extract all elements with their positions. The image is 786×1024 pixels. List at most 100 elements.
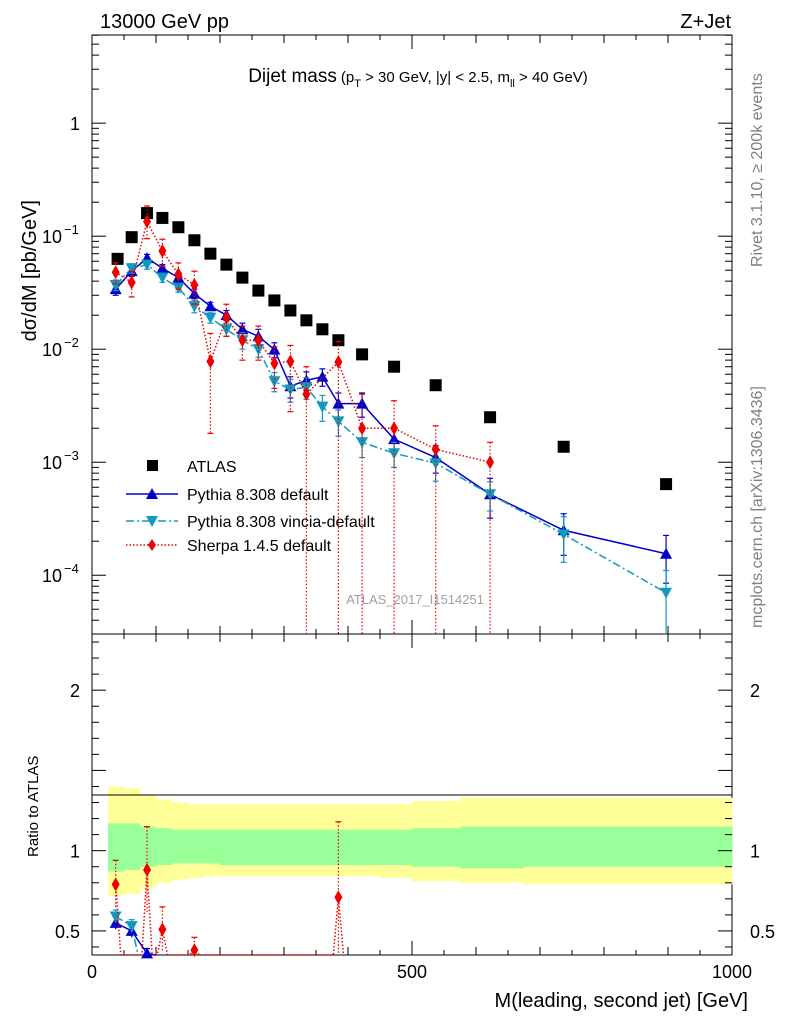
legend-entry-vincia: Pythia 8.308 vincia-default [126,514,375,531]
ratio-point-pythia [141,947,154,959]
data-point-atlas [111,252,124,265]
main-plot-marks [109,205,673,634]
ratio-point-vincia [125,921,138,933]
ratio-point-sherpa [158,922,167,937]
ratio-band-inner [252,829,269,866]
data-point-sherpa [486,455,495,470]
ratio-band-inner [108,823,125,872]
y-tick-label: 1 [70,114,80,134]
data-point-atlas [172,221,185,234]
x-tick-label: 500 [397,962,427,982]
legend-label-vincia: Pythia 8.308 vincia-default [187,514,375,531]
plot-title-cuts-sub-1: T [354,78,361,90]
data-point-atlas [236,271,249,284]
data-point-vincia [557,529,570,541]
ratio-band-inner [380,829,413,866]
data-point-atlas [188,234,201,247]
series-line-sherpa [115,219,491,463]
data-point-vincia [252,344,265,356]
ratio-y-tick-label-right: 1 [750,842,760,862]
data-point-sherpa [270,356,279,371]
legend-label-atlas: ATLAS [187,459,237,476]
data-point-pythia [204,300,217,312]
legend-marker-diamond [148,539,156,551]
ratio-band-inner [460,826,525,869]
data-point-sherpa [174,267,183,282]
legend-entry-pythia: Pythia 8.308 default [126,487,329,504]
analysis-watermark: ATLAS_2017_I1514251 [346,592,484,607]
x-tick-label: 1000 [712,962,752,982]
ratio-band-inner [348,829,381,866]
legend-entry-atlas: ATLAS [147,459,237,476]
legend-marker-triangle-down [146,516,158,527]
ratio-band-inner [316,829,333,866]
data-point-vincia [284,384,297,396]
data-point-atlas [156,211,169,224]
data-point-pythia [356,397,369,409]
ratio-band-inner [412,828,461,867]
ratio-point-sherpa [143,862,152,877]
y-tick-exponent: −2 [64,335,79,350]
data-point-vincia [109,279,122,291]
ratio-point-sherpa [334,890,343,905]
data-point-pythia [316,370,329,382]
data-point-atlas [332,334,345,347]
ratio-y-tick-label-right: 0.5 [750,922,775,942]
series-sherpa [111,205,495,634]
plot-title-main: Dijet mass [248,66,337,87]
data-point-sherpa [222,310,231,325]
data-point-vincia [141,259,154,271]
ratio-line-pythia [115,922,157,956]
plot-title-cuts-1: (p [341,69,354,86]
ratio-band-inner [156,828,173,866]
data-point-vincia [316,401,329,413]
data-point-sherpa [302,387,311,402]
x-axis-label: M(leading, second jet) [GeV] [495,990,748,1012]
ratio-point-sherpa [111,877,120,892]
data-point-atlas [388,360,401,373]
data-point-sherpa [190,277,199,292]
ratio-y-tick-label: 2 [70,681,80,701]
ratio-band-inner [524,826,605,867]
ratio-band-inner [604,826,733,867]
ratio-uncertainty-bands [108,786,733,896]
data-point-sherpa [238,333,247,348]
y-tick-exponent: −4 [64,561,79,576]
data-point-pythia [268,343,281,355]
ratio-y-tick-label: 1 [70,842,80,862]
process-label: Z+Jet [680,11,731,33]
data-point-vincia [156,272,169,284]
plot-title: Dijet mass (pT > 30 GeV, |y| < 2.5, mll >… [248,66,588,90]
data-point-atlas [284,304,297,317]
data-point-vincia [660,587,673,599]
data-point-sherpa [286,354,295,369]
plot-title-cuts-3: > 40 GeV) [515,69,588,86]
data-point-vincia [429,458,442,470]
data-point-atlas [300,314,313,327]
data-point-pythia [660,547,673,559]
ratio-band-inner [268,829,285,866]
ratio-band-inner [188,829,205,864]
ratio-band-inner [124,823,141,870]
ratio-series-vincia [109,909,139,956]
data-point-atlas [429,379,442,392]
data-point-sherpa [254,333,263,348]
energy-label: 13000 GeV pp [100,11,229,33]
legend-entry-sherpa: Sherpa 1.4.5 default [126,538,332,555]
ratio-band-inner [236,829,253,866]
ratio-y-tick-label-right: 2 [750,681,760,701]
y-tick-label: 10 [42,453,62,473]
rivet-label: Rivet 3.1.10, ≥ 200k events [749,73,766,267]
data-point-atlas [484,411,497,424]
data-point-sherpa [358,421,367,436]
data-point-atlas [557,440,570,453]
data-point-atlas [252,284,265,297]
data-point-sherpa [111,265,120,280]
data-point-sherpa [143,214,152,229]
data-point-vincia [268,376,281,388]
ratio-plot-marks [109,821,345,959]
y-tick-label: 10 [42,340,62,360]
ratio-y-tick-label: 0.5 [55,922,80,942]
